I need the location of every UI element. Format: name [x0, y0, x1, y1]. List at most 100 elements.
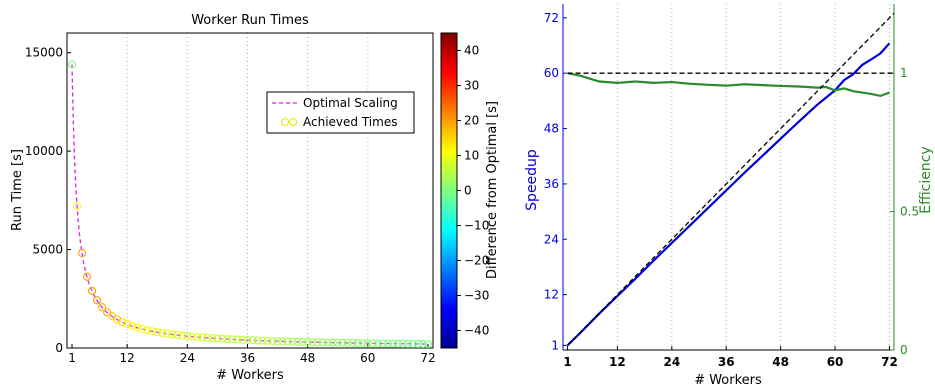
achieved-time-point [288, 337, 297, 346]
achieved-time-point [243, 335, 252, 345]
achieved-time-point [393, 339, 402, 348]
colorbar-tick-label: 10 [464, 149, 479, 163]
colorbar-ticks: −40 −30 −20 −10 0 10 20 30 40 [457, 44, 489, 338]
efficiency-tick-label: 0 [900, 343, 908, 357]
x-tick-label: 24 [180, 351, 195, 365]
achieved-time-point [248, 336, 257, 345]
achieved-time-point [253, 336, 262, 345]
achieved-time-point [128, 321, 137, 331]
speedup-tick-label: 72 [544, 11, 559, 25]
achieved-time-point [138, 324, 147, 333]
achieved-time-point [168, 330, 177, 339]
legend-achieved-label: Achieved Times [303, 115, 397, 129]
achieved-time-point [98, 303, 107, 312]
y-tick-label: 15000 [25, 46, 63, 60]
achieved-time-point [193, 332, 202, 341]
achieved-time-point [423, 339, 433, 348]
achieved-time-point [353, 339, 362, 348]
achieved-time-point [183, 331, 192, 341]
x-axis-label: # Workers [694, 373, 762, 387]
achieved-time-point [403, 339, 412, 348]
speedup-tick-label: 60 [544, 66, 559, 80]
x-axis-ticks: 1 12 24 36 48 60 72 [563, 346, 898, 369]
achieved-time-point [318, 338, 327, 347]
colorbar-tick-label: 0 [464, 184, 472, 198]
colorbar-label: Difference from Optimal [s] [485, 101, 500, 279]
achieved-time-point [178, 331, 187, 340]
achieved-time-point [308, 338, 317, 347]
colorbar-tick-label: 40 [464, 44, 479, 58]
achieved-time-point [153, 328, 162, 337]
colorbar: −40 −30 −20 −10 0 10 20 30 40 Difference from Op… [440, 32, 500, 349]
achieved-time-point [198, 333, 207, 342]
achieved-time-point [283, 337, 292, 346]
legend-box [266, 91, 415, 134]
achieved-time-point [313, 338, 322, 347]
achieved-time-point [268, 336, 277, 346]
efficiency-tick-label: 0.5 [900, 205, 919, 219]
achieved-time-point [408, 339, 417, 348]
x-tick-label: 48 [772, 355, 789, 369]
achieved-time-point [83, 272, 92, 281]
achieved-time-point [158, 328, 167, 337]
x-tick-label: 1 [563, 355, 571, 369]
x-tick-label: 24 [663, 355, 680, 369]
speedup-tick-label: 12 [544, 288, 559, 302]
y-tick-label: 5000 [32, 243, 63, 257]
achieved-time-point [77, 249, 87, 258]
y-tick-label: 0 [55, 341, 63, 355]
x-tick-label: 12 [609, 355, 626, 369]
x-tick-label: 12 [120, 351, 135, 365]
speedup-tick-label: 24 [544, 232, 559, 246]
x-tick-label: 36 [718, 355, 735, 369]
efficiency-tick-label: 1 [900, 66, 908, 80]
achieved-time-point [378, 339, 387, 348]
achieved-time-point [358, 339, 367, 348]
optimal-scaling-line [71, 64, 428, 345]
achieved-time-point [163, 329, 172, 338]
achieved-time-point [278, 337, 287, 346]
achieved-time-point [143, 326, 152, 335]
achieved-time-point [298, 337, 307, 346]
colorbar-gradient [440, 32, 458, 349]
data-layer [566, 12, 894, 347]
achieved-time-point [328, 338, 337, 347]
speedup-tick-label: 1 [551, 338, 559, 352]
achieved-time-point [188, 332, 197, 341]
speedup-line [566, 42, 891, 347]
achieved-time-point [383, 339, 392, 348]
achieved-time-point [218, 334, 227, 343]
achieved-time-point [233, 335, 242, 344]
achieved-time-point [373, 339, 382, 348]
speedup-tick-label: 36 [544, 177, 559, 191]
efficiency-axis-label: Efficiency [918, 146, 934, 213]
speedup-axis-label: Speedup [524, 149, 540, 211]
achieved-time-point [72, 202, 82, 211]
legend[interactable]: Optimal Scaling Achieved Times [266, 91, 415, 134]
colorbar-tick-label: −10 [464, 219, 489, 233]
achieved-time-point [418, 339, 428, 348]
y-axis-ticks: 0 5000 10000 15000 [25, 46, 71, 355]
x-axis-ticks: 1 12 24 36 48 60 72 [68, 344, 436, 365]
x-gridlines [126, 33, 369, 348]
achieved-time-point [348, 338, 357, 348]
achieved-time-point [368, 339, 377, 348]
x-tick-label: 60 [827, 355, 844, 369]
achieved-time-point [388, 339, 397, 348]
x-axis-label: # Workers [216, 368, 284, 383]
achieved-time-point [203, 333, 212, 342]
achieved-time-point [323, 338, 332, 347]
x-tick-label: 1 [68, 351, 76, 365]
achieved-time-point [213, 334, 222, 343]
achieved-time-point [118, 317, 127, 327]
achieved-time-point [338, 338, 347, 347]
colorbar-tick-label: −20 [464, 254, 489, 268]
achieved-time-point [303, 337, 312, 347]
speedup-tick-label: 48 [544, 122, 559, 136]
y-tick-label: 10000 [25, 144, 63, 158]
legend-optimal-label: Optimal Scaling [303, 96, 398, 110]
x-tick-label: 72 [420, 351, 435, 365]
x-gridlines [616, 4, 890, 350]
achieved-time-point [113, 315, 122, 324]
